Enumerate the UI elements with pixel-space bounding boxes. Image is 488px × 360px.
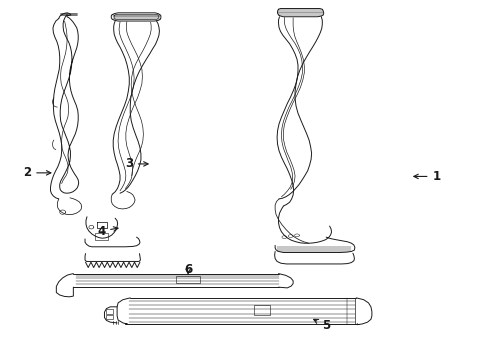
Text: 3: 3	[124, 157, 148, 170]
Bar	[106, 315, 113, 319]
Bar	[106, 309, 113, 314]
Bar	[176, 276, 200, 283]
Bar	[95, 233, 108, 240]
Text: 4: 4	[97, 225, 118, 238]
Text: 5: 5	[313, 319, 329, 332]
Text: 2: 2	[23, 166, 51, 179]
Text: 1: 1	[413, 170, 440, 183]
Text: 6: 6	[183, 263, 192, 276]
Bar	[254, 305, 269, 315]
